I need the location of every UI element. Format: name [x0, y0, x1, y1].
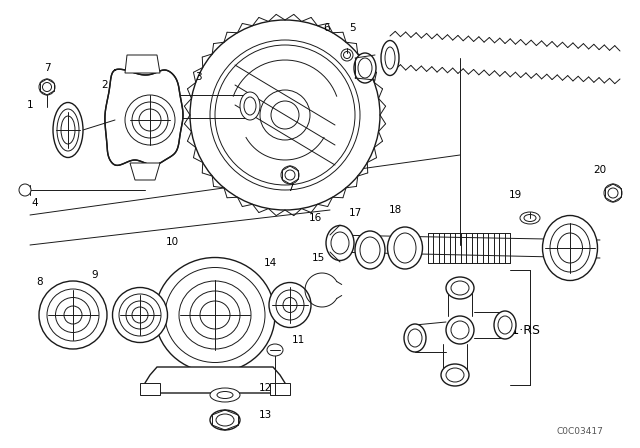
Text: 11: 11 — [291, 335, 305, 345]
Text: 17: 17 — [348, 208, 362, 218]
Ellipse shape — [494, 311, 516, 339]
Text: 5: 5 — [349, 23, 356, 33]
Ellipse shape — [240, 92, 260, 120]
Polygon shape — [125, 55, 160, 73]
Ellipse shape — [520, 212, 540, 224]
Ellipse shape — [267, 344, 283, 356]
Ellipse shape — [155, 258, 275, 372]
Text: 9: 9 — [92, 270, 99, 280]
Text: 1: 1 — [27, 100, 33, 110]
Polygon shape — [105, 69, 183, 165]
Polygon shape — [130, 163, 160, 180]
Ellipse shape — [543, 215, 598, 280]
Text: 3: 3 — [195, 72, 202, 82]
Polygon shape — [140, 383, 160, 395]
Text: 10: 10 — [165, 237, 179, 247]
Text: 16: 16 — [308, 213, 322, 223]
Ellipse shape — [269, 283, 311, 327]
Text: 13: 13 — [259, 410, 271, 420]
Ellipse shape — [446, 316, 474, 344]
Ellipse shape — [355, 231, 385, 269]
Ellipse shape — [39, 281, 107, 349]
Ellipse shape — [19, 184, 31, 196]
Ellipse shape — [210, 410, 240, 430]
Ellipse shape — [381, 40, 399, 76]
Text: 19: 19 — [508, 190, 522, 200]
Text: 12: 12 — [259, 383, 271, 393]
Ellipse shape — [326, 225, 354, 260]
Text: 6: 6 — [324, 23, 330, 33]
Text: 4: 4 — [32, 198, 38, 208]
Text: 18: 18 — [388, 205, 402, 215]
Text: 2: 2 — [102, 80, 108, 90]
Polygon shape — [270, 383, 290, 395]
Text: 20: 20 — [593, 165, 607, 175]
Ellipse shape — [404, 324, 426, 352]
Ellipse shape — [446, 277, 474, 299]
Ellipse shape — [604, 184, 622, 202]
Text: 7: 7 — [287, 183, 293, 193]
Text: -21·RS: -21·RS — [499, 323, 541, 336]
Ellipse shape — [39, 79, 55, 95]
Ellipse shape — [281, 166, 299, 184]
Ellipse shape — [53, 103, 83, 158]
Ellipse shape — [354, 53, 376, 83]
Ellipse shape — [341, 49, 353, 61]
Ellipse shape — [441, 364, 469, 386]
Polygon shape — [145, 367, 285, 393]
Ellipse shape — [113, 288, 168, 343]
Text: 14: 14 — [264, 258, 276, 268]
Text: C0C03417: C0C03417 — [557, 427, 604, 436]
Text: 15: 15 — [312, 253, 324, 263]
Ellipse shape — [387, 227, 422, 269]
Text: 8: 8 — [36, 277, 44, 287]
Ellipse shape — [210, 388, 240, 402]
Text: 7: 7 — [44, 63, 51, 73]
Ellipse shape — [190, 20, 380, 210]
